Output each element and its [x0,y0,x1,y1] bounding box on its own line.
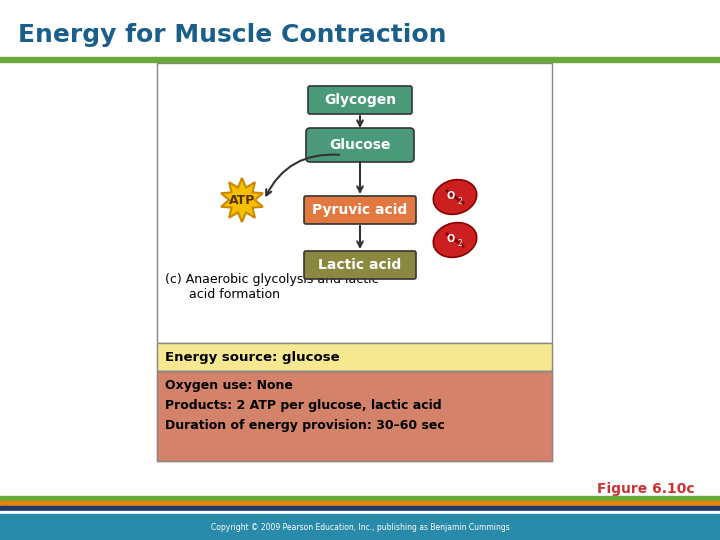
Text: 2: 2 [458,240,462,248]
Text: O: O [447,234,455,244]
Text: Pyruvic acid: Pyruvic acid [312,203,408,217]
Text: (c) Anaerobic glycolysis and lactic
      acid formation: (c) Anaerobic glycolysis and lactic acid… [165,273,379,301]
Bar [0,501,720,506]
Text: Oxygen use: None
Products: 2 ATP per glucose, lactic acid
Duration of energy pro: Oxygen use: None Products: 2 ATP per glu… [165,379,445,432]
Text: Energy source: glucose: Energy source: glucose [165,350,340,363]
Text: Lactic acid: Lactic acid [318,258,402,272]
Text: Figure 6.10c: Figure 6.10c [598,482,695,496]
Ellipse shape [433,180,477,214]
Polygon shape [221,178,263,222]
FancyBboxPatch shape [304,196,416,224]
Text: Glycogen: Glycogen [324,93,396,107]
Ellipse shape [433,222,477,258]
Text: Energy for Muscle Contraction: Energy for Muscle Contraction [18,23,446,47]
Bar [157,371,552,461]
Bar [0,496,720,501]
FancyBboxPatch shape [157,63,552,343]
Text: ATP: ATP [229,193,255,206]
Text: O: O [447,191,455,201]
Bar [157,343,552,371]
Bar [0,506,720,511]
Text: Glucose: Glucose [329,138,391,152]
Bar [157,343,552,371]
FancyBboxPatch shape [306,128,414,162]
Text: 2: 2 [458,197,462,206]
Bar [0,514,720,540]
Bar [0,57,720,62]
Bar [157,371,552,461]
Text: Copyright © 2009 Pearson Education, Inc., publishing as Benjamin Cummings: Copyright © 2009 Pearson Education, Inc.… [211,523,509,531]
Bar [0,511,720,514]
FancyBboxPatch shape [308,86,412,114]
FancyBboxPatch shape [304,251,416,279]
